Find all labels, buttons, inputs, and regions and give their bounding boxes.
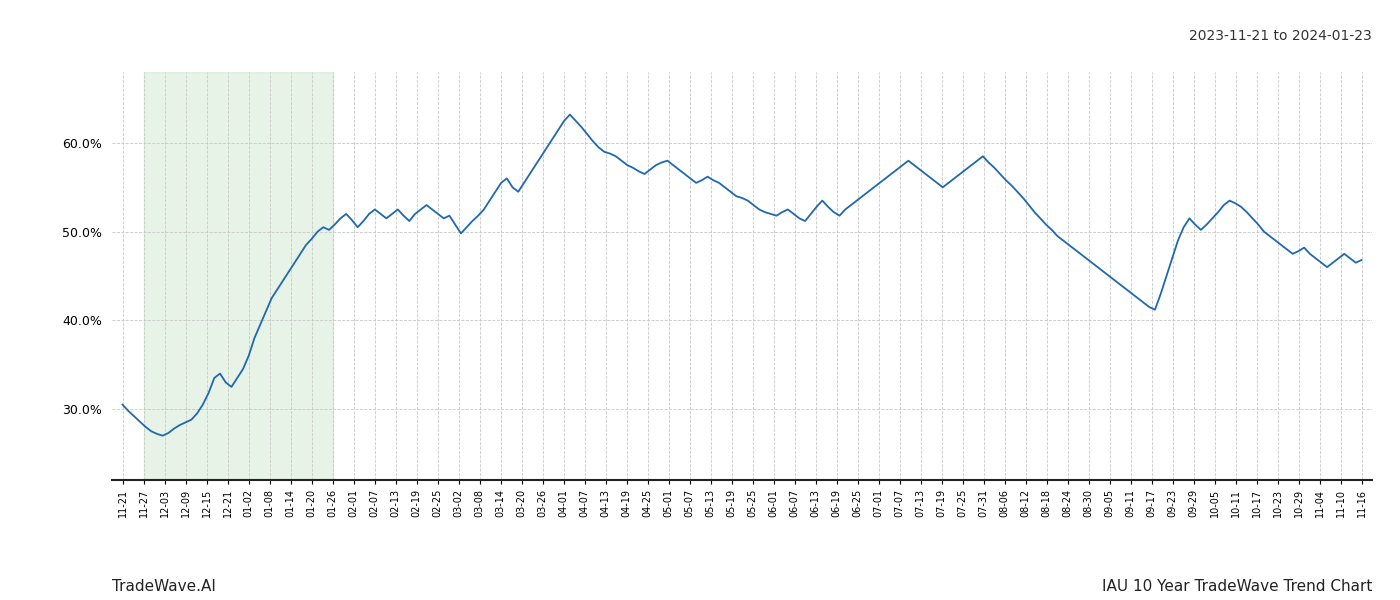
Bar [143, 72, 333, 480]
Text: 2023-11-21 to 2024-01-23: 2023-11-21 to 2024-01-23 [1189, 29, 1372, 43]
Text: IAU 10 Year TradeWave Trend Chart: IAU 10 Year TradeWave Trend Chart [1102, 579, 1372, 594]
Text: TradeWave.AI: TradeWave.AI [112, 579, 216, 594]
